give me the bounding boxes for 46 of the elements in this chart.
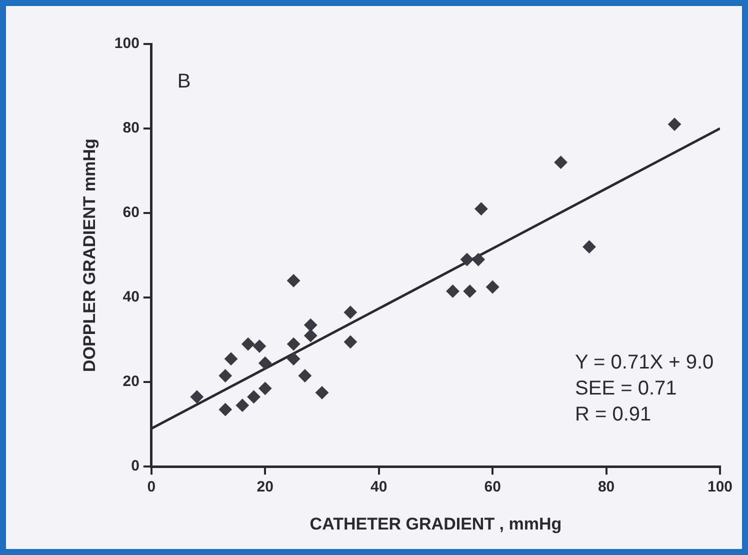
point	[258, 356, 272, 370]
annotation: B	[177, 70, 191, 93]
point	[224, 352, 238, 366]
x-tick-label: 60	[484, 478, 501, 496]
point	[474, 202, 488, 216]
point	[304, 329, 318, 342]
point	[287, 338, 300, 351]
point	[247, 390, 260, 404]
point	[463, 284, 476, 298]
point	[344, 306, 357, 319]
y-tick-label: 40	[122, 288, 140, 306]
annotation: Y = 0.71X + 9.0	[575, 352, 714, 374]
point	[460, 253, 474, 266]
point	[218, 369, 232, 382]
point	[252, 340, 266, 353]
point	[287, 352, 300, 366]
y-axis-title: DOPPLER GRADIENT mmHg	[80, 138, 99, 372]
point	[298, 369, 312, 382]
point	[446, 284, 460, 298]
x-tick-label: 40	[370, 478, 388, 496]
y-tick-label: 20	[122, 373, 140, 390]
point	[287, 274, 300, 288]
point	[582, 240, 596, 254]
point	[486, 280, 500, 294]
x-tick-label: 80	[598, 478, 615, 496]
point	[258, 382, 272, 395]
y-tick-label: 80	[122, 120, 140, 137]
point	[554, 156, 568, 169]
point	[304, 318, 318, 332]
y-tick-label: 100	[114, 35, 140, 52]
x-tick-label: 0	[147, 478, 156, 496]
annotation: R = 0.91	[575, 404, 652, 426]
point	[316, 386, 328, 400]
point	[472, 253, 485, 266]
x-tick-label: 20	[256, 478, 274, 496]
x-tick-label: 100	[707, 478, 733, 496]
point	[236, 398, 249, 412]
point	[218, 403, 232, 416]
point	[344, 335, 357, 348]
x-axis-title: CATHETER GRADIENT , mmHg	[310, 514, 562, 534]
point	[668, 118, 682, 131]
y-tick-label: 0	[131, 458, 140, 475]
annotation: SEE = 0.71	[575, 378, 677, 400]
point	[190, 390, 204, 404]
y-tick-label: 60	[122, 204, 140, 222]
point	[242, 338, 255, 351]
